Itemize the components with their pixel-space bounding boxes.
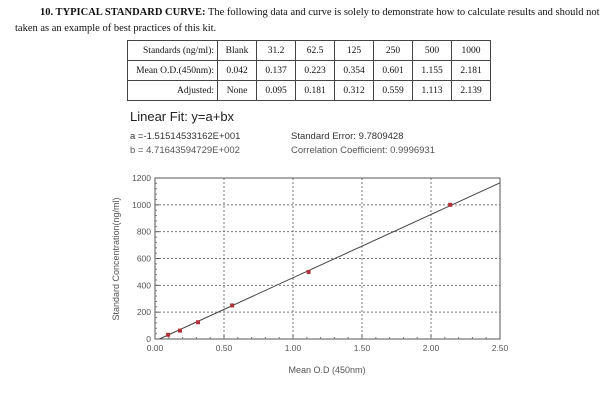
data-point <box>177 328 182 333</box>
standards-table: Standards (ng/ml): Blank 31.2 62.5 125 2… <box>127 40 491 101</box>
section-text-line1: The following data and curve is solely t… <box>205 7 600 18</box>
x-axis-label: Mean O.D (450nm) <box>288 365 365 375</box>
table-row-mean-od: Mean O.D.(450nm): 0.042 0.137 0.223 0.35… <box>127 60 491 81</box>
data-point <box>230 303 235 308</box>
fit-line <box>159 182 501 340</box>
fit-title: Linear Fit: y=a+bx <box>130 109 235 124</box>
axis-ticks <box>154 177 501 340</box>
x-tick-label: 1.50 <box>354 343 371 353</box>
y-tick-label: 0 <box>146 334 151 344</box>
fit-param-a: a =-1.51514533162E+001 <box>130 131 241 142</box>
data-point <box>166 332 171 337</box>
data-points <box>166 202 453 337</box>
y-tick-label: 400 <box>137 280 151 290</box>
y-tick-label: 1000 <box>132 200 151 210</box>
fit-correlation: Correlation Coefficient: 0.9996931 <box>291 145 436 156</box>
section-title: 10. TYPICAL STANDARD CURVE: <box>40 7 206 18</box>
x-axis-tick-labels: 0.00 0.50 1.00 1.50 2.00 2.50 <box>147 343 509 353</box>
chart-gridlines <box>155 178 500 339</box>
section-text-line2: taken as an example of best practices of… <box>15 23 217 34</box>
table-cell: 0.559 <box>373 80 413 101</box>
y-axis-tick-labels: 0 200 400 600 800 1000 1200 <box>132 173 151 344</box>
x-tick-label: 2.50 <box>492 343 509 353</box>
x-tick-label: 1.00 <box>285 343 302 353</box>
y-axis-label: Standard Concentration(ng/ml) <box>111 197 121 320</box>
x-tick-label: 0.00 <box>147 343 164 353</box>
fit-param-b: b = 4.71643594729E+002 <box>130 145 240 156</box>
section-heading: 10. TYPICAL STANDARD CURVE: The followin… <box>0 5 600 37</box>
table-row-adjusted: Adjusted: None 0.095 0.181 0.312 0.559 1… <box>127 80 491 101</box>
x-tick-label: 2.00 <box>423 343 440 353</box>
y-tick-label: 800 <box>137 227 151 237</box>
x-tick-label: 0.50 <box>216 343 233 353</box>
y-tick-label: 600 <box>137 254 151 264</box>
data-point <box>196 320 201 325</box>
y-tick-label: 200 <box>137 307 151 317</box>
table-cell: 2.139 <box>451 80 491 101</box>
y-tick-label: 1200 <box>132 173 151 183</box>
fit-standard-error: Standard Error: 9.7809428 <box>291 131 404 142</box>
data-point <box>448 202 453 207</box>
data-point <box>306 269 311 274</box>
